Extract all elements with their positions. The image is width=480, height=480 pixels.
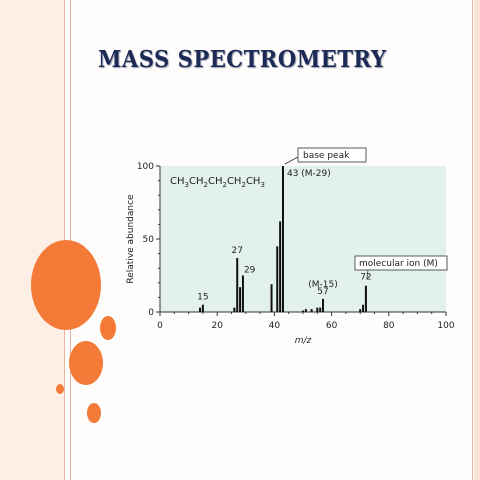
peak-bar	[362, 304, 365, 312]
molecular-ion-callout-leader	[366, 269, 369, 279]
peak-bar	[241, 275, 244, 312]
molecular-ion-callout-text: molecular ion (M)	[359, 259, 438, 269]
x-tick-label: 20	[211, 321, 223, 331]
peak-bar	[359, 309, 362, 312]
compound-formula: CH3CH2CH2CH2CH3	[170, 176, 265, 189]
plot-background	[160, 166, 446, 312]
peak-label: 72	[360, 273, 371, 283]
x-axis-label: m/z	[295, 336, 312, 346]
peak-bar	[281, 166, 284, 312]
x-tick-label: 60	[326, 321, 338, 331]
peak-bar	[316, 307, 319, 312]
peak-bar	[319, 307, 322, 312]
annotation-m-15: (M-15)	[308, 280, 338, 290]
frame-line-right	[472, 0, 473, 480]
peak-bar	[322, 298, 325, 312]
x-tick-label: 0	[157, 321, 163, 331]
peak-bar	[233, 307, 236, 312]
x-tick-label: 80	[383, 321, 395, 331]
left-decor-panel	[0, 0, 64, 480]
decor-circle-small-1	[100, 316, 116, 340]
y-tick-label: 50	[143, 235, 155, 245]
peak-bar	[201, 304, 204, 312]
base-peak-callout-text: base peak	[303, 151, 350, 161]
peak-bar	[236, 257, 239, 312]
decor-circle-tiny	[56, 384, 64, 394]
chart-marks: 0 20 40 60 80 100 0 50 100 m/z Relative abundance C…	[126, 147, 455, 346]
peak-bar	[302, 310, 304, 312]
molecular-ion-callout-box	[354, 255, 448, 271]
decor-circle-medium	[69, 341, 103, 385]
decor-circle-large	[31, 240, 101, 330]
decor-circle-small-2	[87, 403, 101, 423]
y-tick-label: 100	[137, 162, 154, 172]
right-decor-edge	[474, 0, 480, 480]
peak-label: 57	[317, 287, 328, 297]
peak-bar	[304, 309, 307, 312]
peak-label: 43 (M-29)	[287, 169, 331, 179]
y-tick-label: 0	[148, 308, 154, 318]
peak-bar	[310, 309, 313, 312]
base-peak-callout-leader	[284, 156, 299, 165]
peak-label: 15	[197, 293, 208, 303]
y-axis-label: Relative abundance	[126, 194, 136, 284]
peak-bar	[364, 285, 367, 312]
peak-label: 29	[244, 266, 256, 276]
peak-bar	[270, 284, 273, 312]
peak-bar	[199, 307, 202, 312]
peak-bar	[239, 287, 242, 312]
peak-label: 27	[231, 246, 242, 256]
peak-bar	[279, 221, 282, 312]
slide-title: MASS SPECTROMETRY	[98, 46, 387, 73]
base-peak-callout-box	[297, 147, 367, 163]
x-tick-label: 100	[437, 321, 454, 331]
peak-bar	[276, 246, 279, 312]
x-tick-label: 40	[269, 321, 281, 331]
